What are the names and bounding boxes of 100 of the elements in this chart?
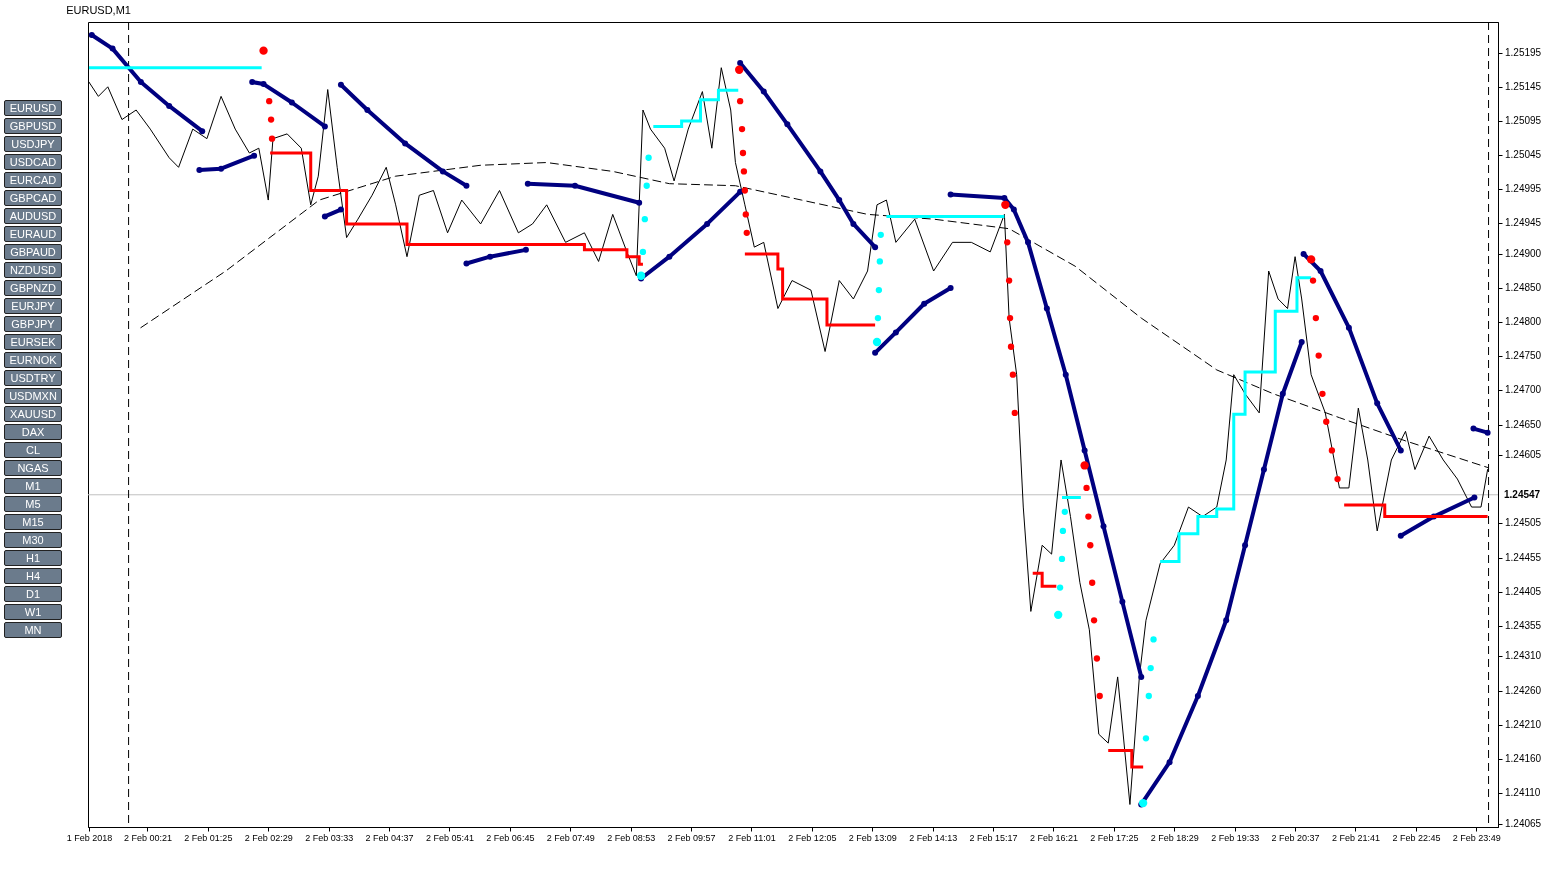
point	[740, 168, 748, 175]
y-tick-label: 1.24065	[1505, 817, 1542, 829]
point	[571, 182, 578, 189]
x-tick-label: 2 Feb 09:57	[667, 832, 716, 843]
point	[267, 116, 275, 123]
y-tick-label: 1.24210	[1505, 718, 1542, 730]
point	[1089, 579, 1096, 586]
point	[1119, 598, 1126, 605]
text: USDMXN	[4, 388, 62, 404]
point	[1142, 735, 1150, 742]
point	[266, 97, 273, 105]
point	[1009, 371, 1017, 378]
point	[875, 286, 883, 294]
text: NZDUSD	[4, 262, 62, 278]
point	[364, 107, 371, 113]
y-tick-label: 1.24700	[1505, 384, 1542, 396]
point	[874, 314, 882, 322]
x-tick-label: 2 Feb 08:53	[607, 832, 656, 843]
y-tick-label: 1.24405	[1505, 585, 1542, 597]
point	[321, 213, 328, 220]
x-tick-label: 2 Feb 15:17	[969, 832, 1018, 843]
point	[1058, 555, 1066, 563]
y-tick-label: 1.24750	[1505, 350, 1542, 362]
y-tick-label: 1.24945	[1505, 217, 1542, 229]
x-tick-label: 2 Feb 18:29	[1150, 832, 1199, 843]
point	[877, 231, 884, 238]
x-tick-label: 2 Feb 17:25	[1090, 832, 1139, 843]
y-tick-label: 1.25045	[1505, 149, 1542, 161]
point	[1223, 617, 1230, 624]
text: EURUSD	[4, 100, 62, 116]
point	[1056, 584, 1064, 591]
point	[196, 167, 203, 174]
point	[337, 81, 344, 88]
text: CL	[4, 442, 62, 458]
text: M15	[4, 514, 62, 530]
text: GBPNZD	[4, 280, 62, 296]
point	[704, 220, 711, 227]
y-tick-label: 1.24995	[1505, 183, 1542, 195]
point	[321, 123, 328, 130]
point	[1085, 513, 1092, 520]
point	[137, 79, 144, 86]
text: GBPUSD	[4, 118, 62, 134]
x-tick-label: 2 Feb 01:25	[184, 832, 233, 843]
text: EURCAD	[4, 172, 62, 188]
x-tick-label: 2 Feb 11:01	[728, 832, 776, 843]
point	[1145, 692, 1152, 700]
x-tick-label: 2 Feb 14:13	[909, 832, 958, 843]
text: MN	[4, 622, 62, 638]
y-tick-label: 1.24850	[1505, 282, 1542, 294]
text: M5	[4, 496, 62, 512]
y-tick-label: 1.25095	[1505, 114, 1542, 126]
point	[1345, 324, 1352, 331]
text: EURSEK	[4, 334, 62, 350]
point	[641, 216, 648, 223]
x-tick-label: 2 Feb 00:21	[123, 832, 172, 843]
point	[260, 81, 267, 88]
ref-line-label: 1.24547	[1504, 488, 1541, 500]
x-tick-label: 2 Feb 23:49	[1452, 832, 1501, 843]
point	[1059, 527, 1067, 535]
point	[1093, 655, 1101, 662]
text: NGAS	[4, 460, 62, 476]
x-tick-label: 2 Feb 02:29	[244, 832, 293, 843]
point	[402, 140, 409, 147]
text: GBPCAD	[4, 190, 62, 206]
x-tick-label: 2 Feb 16:21	[1029, 832, 1079, 843]
point	[836, 197, 843, 204]
x-tick-label: 2 Feb 05:41	[425, 832, 474, 843]
point	[1096, 692, 1103, 700]
point	[88, 31, 95, 38]
point	[739, 149, 747, 157]
text: AUDUSD	[4, 208, 62, 224]
point	[463, 260, 470, 267]
point	[738, 125, 746, 133]
y-tick-label: 1.24260	[1505, 684, 1542, 696]
point	[1166, 759, 1173, 766]
point	[1312, 314, 1320, 322]
point	[1005, 277, 1013, 284]
point	[1397, 447, 1404, 454]
point	[249, 79, 256, 86]
point	[1083, 484, 1090, 492]
x-tick-label: 2 Feb 06:45	[486, 832, 535, 843]
point	[1043, 305, 1050, 312]
point	[337, 206, 344, 213]
point	[1138, 673, 1145, 680]
y-tick-label: 1.24455	[1505, 551, 1542, 563]
point	[251, 152, 258, 159]
point	[1315, 352, 1322, 359]
point	[850, 220, 857, 227]
point	[1001, 195, 1008, 201]
y-tick-label: 1.25145	[1505, 80, 1542, 92]
text: USDCAD	[4, 154, 62, 170]
point	[524, 180, 531, 187]
text: GBPAUD	[4, 244, 62, 260]
point	[872, 349, 879, 356]
text: M30	[4, 532, 62, 548]
y-tick-label: 1.24110	[1505, 786, 1541, 798]
point	[872, 244, 879, 251]
point	[643, 182, 650, 189]
point	[636, 199, 643, 206]
point	[1317, 268, 1324, 274]
